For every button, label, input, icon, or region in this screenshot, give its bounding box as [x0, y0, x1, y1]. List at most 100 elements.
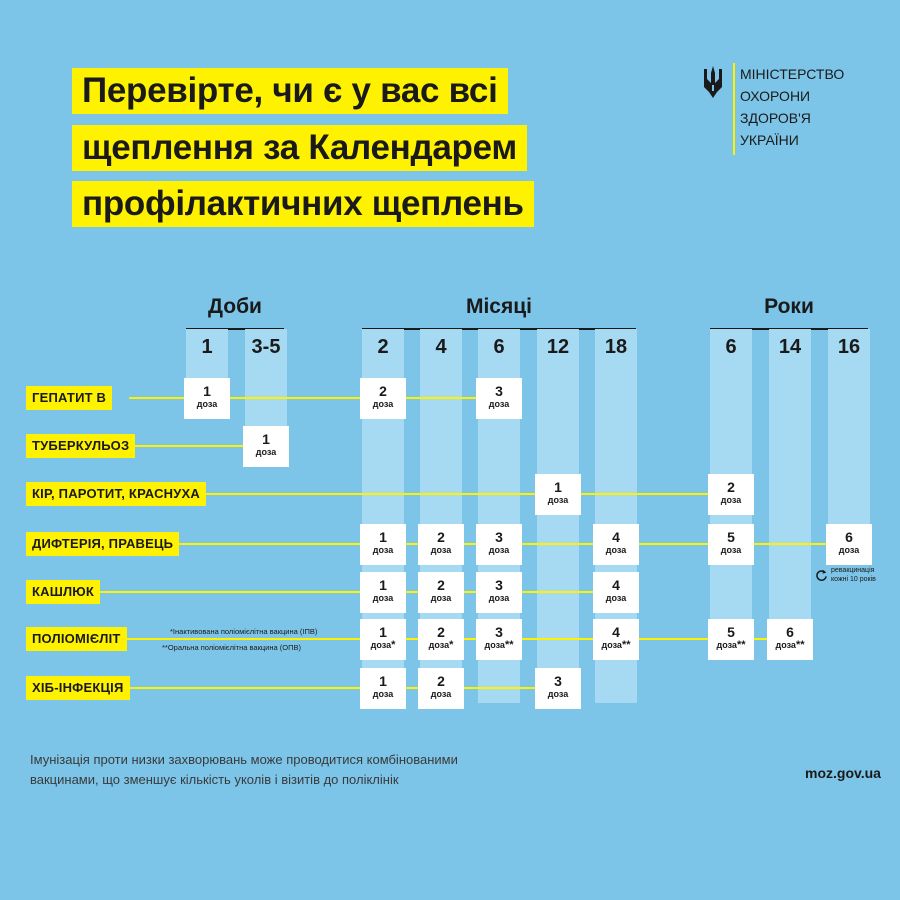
dose-word: доза [593, 593, 639, 604]
dose-word-text: доза [196, 399, 218, 409]
group-days: Доби [208, 295, 262, 318]
dose-number: 3 [554, 673, 562, 689]
column-header-10: 16 [837, 336, 861, 358]
dose-box: 2 доза [708, 474, 754, 515]
footer-line-2: вакцинами, що зменшує кількість уколів і… [30, 772, 399, 787]
dose-word-text: доза [605, 545, 627, 555]
footer-note: Імунізація проти низки захворювань може … [30, 750, 458, 790]
dose-word: доза [708, 495, 754, 506]
dose-number: 4 [612, 529, 620, 545]
dose-word: доза [184, 399, 230, 410]
dose-number: 6 [845, 529, 853, 545]
group-days-rule [186, 328, 284, 330]
dose-box: 1 доза* [360, 619, 406, 660]
dose-number: 1 [203, 383, 211, 399]
dose-number: 2 [437, 577, 445, 593]
dose-word: доза [476, 545, 522, 556]
dose-number: 5 [727, 624, 735, 640]
dose-box: 2 доза* [418, 619, 464, 660]
dose-word: доза [593, 545, 639, 556]
trident-icon [704, 66, 722, 98]
dose-box: 5 доза** [708, 619, 754, 660]
dose-word: доза* [360, 640, 406, 651]
dose-word: доза** [767, 640, 813, 651]
dose-word-text: доза [720, 545, 742, 555]
dose-word: доза [360, 593, 406, 604]
column-header-8: 6 [725, 336, 737, 358]
dose-number: 3 [495, 529, 503, 545]
column-header-1: 1 [201, 336, 213, 358]
footer-line-1: Імунізація проти низки захворювань може … [30, 752, 458, 767]
dose-word-text: доза [488, 399, 510, 409]
dose-box: 5 доза [708, 524, 754, 565]
dose-box: 3 доза** [476, 619, 522, 660]
group-years: Роки [764, 295, 814, 318]
column-header-9: 14 [778, 336, 802, 358]
dose-word-text: доза [430, 545, 452, 555]
dose-box: 2 доза [360, 378, 406, 419]
column-header-3: 2 [377, 336, 389, 358]
dose-footnote-mark: ** [504, 639, 514, 651]
dose-box: 6 доза** [767, 619, 813, 660]
dose-box: 3 доза [476, 572, 522, 613]
dose-word: доза [418, 545, 464, 556]
dose-number: 3 [495, 624, 503, 640]
dose-word-text: доза [430, 689, 452, 699]
disease-label: ГЕПАТИТ В [26, 386, 113, 410]
dose-number: 2 [437, 673, 445, 689]
dose-box: 6 доза [826, 524, 872, 565]
dose-word-text: доза [488, 545, 510, 555]
disease-label: КІР, ПАРОТИТ, КРАСНУХА [26, 482, 206, 506]
dose-box: 1 доза [243, 426, 289, 467]
dose-word: доза** [476, 640, 522, 651]
dose-word-text: доза [372, 593, 394, 603]
dose-box: 4 доза** [593, 619, 639, 660]
dose-box: 2 доза [418, 572, 464, 613]
disease-label: ТУБЕРКУЛЬОЗ [26, 434, 136, 458]
dose-word-text: доза [430, 593, 452, 603]
ministry-logo: МІНІСТЕРСТВО ОХОРОНИ ЗДОРОВ'Я УКРАЇНИ [703, 63, 853, 163]
dose-word: доза** [593, 640, 639, 651]
dose-footnote-mark: * [391, 639, 396, 651]
dose-number: 1 [379, 529, 387, 545]
dose-box: 1 доза [360, 524, 406, 565]
revaccination-note: ревакцинація кожні 10 років [815, 566, 895, 586]
dose-number: 3 [495, 383, 503, 399]
dose-word: доза [476, 593, 522, 604]
disease-label: ХІБ-ІНФЕКЦІЯ [26, 676, 130, 700]
dose-number: 1 [379, 624, 387, 640]
dose-word-text: доза [547, 495, 569, 505]
dose-word-text: доза [488, 593, 510, 603]
schedule-column-9 [769, 329, 811, 657]
polio-note-opv: **Оральна поліомієлітна вакцина (ОПВ) [162, 643, 301, 652]
column-header-4: 4 [435, 336, 447, 358]
site-link[interactable]: moz.gov.ua [805, 765, 881, 781]
dose-footnote-mark: ** [621, 639, 631, 651]
row-connector-line [99, 591, 616, 593]
dose-word: доза [535, 689, 581, 700]
dose-footnote-mark: * [449, 639, 454, 651]
ministry-line-3: ЗДОРОВ'Я [740, 110, 811, 126]
dose-box: 4 доза [593, 572, 639, 613]
dose-word-text: доза [255, 447, 277, 457]
row-connector-line [199, 493, 731, 495]
dose-number: 5 [727, 529, 735, 545]
schedule-column-6 [537, 329, 579, 703]
row-connector-line [129, 397, 499, 399]
dose-word: доза [535, 495, 581, 506]
dose-number: 2 [379, 383, 387, 399]
polio-note-ipv: *Інактивована поліомієлітна вакцина (ІПВ… [170, 627, 318, 636]
repeat-icon [816, 569, 827, 581]
column-header-6: 12 [546, 336, 570, 358]
group-months: Місяці [465, 295, 532, 318]
ministry-line-4: УКРАЇНИ [740, 132, 799, 148]
dose-word: доза [708, 545, 754, 556]
dose-word-text: доза [484, 640, 505, 650]
revaccination-line-2: кожні 10 років [831, 576, 876, 583]
dose-number: 4 [612, 624, 620, 640]
dose-number: 2 [727, 479, 735, 495]
column-header-2: 3-5 [251, 336, 281, 358]
dose-number: 3 [495, 577, 503, 593]
dose-word-text: доза [775, 640, 796, 650]
title-line-2: щеплення за Календарем [72, 125, 527, 171]
